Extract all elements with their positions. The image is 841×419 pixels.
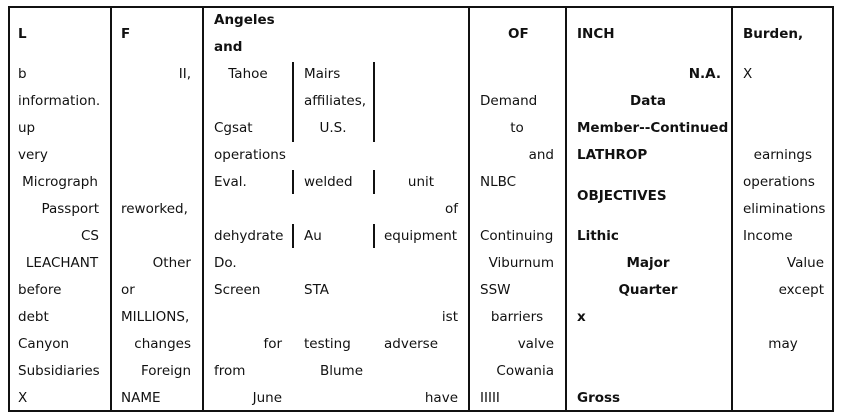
table-cell: Cgsat xyxy=(214,120,253,136)
table-cell: Quarter xyxy=(618,282,678,298)
table-cell: Subsidiaries xyxy=(18,363,100,379)
table-cell: CS xyxy=(81,228,99,244)
table-cell: equipment xyxy=(384,228,458,244)
table-cell: Viburnum xyxy=(488,255,554,271)
header-cell: Angeles xyxy=(214,12,275,28)
table-cell: testing xyxy=(304,336,351,352)
column-divider xyxy=(731,6,733,412)
table-cell: Demand xyxy=(480,93,538,109)
inner-divider xyxy=(292,62,294,142)
table-cell: II, xyxy=(178,66,191,82)
table-cell: operations xyxy=(743,174,815,190)
table-cell: NAME xyxy=(121,390,161,406)
table-cell: very xyxy=(18,147,48,163)
header-cell: L xyxy=(18,26,27,42)
column-divider xyxy=(202,6,204,412)
column-divider xyxy=(110,6,112,412)
table-cell: Income xyxy=(743,228,793,244)
table-cell: Foreign xyxy=(141,363,191,379)
table-cell: X xyxy=(18,390,28,406)
table-cell: LEACHANT xyxy=(25,255,99,271)
header-cell: OF xyxy=(508,26,529,42)
inner-divider xyxy=(373,224,375,248)
table-cell: eliminations xyxy=(743,201,826,217)
table-cell: operations xyxy=(214,147,286,163)
table-cell: to xyxy=(510,120,524,136)
table-cell: except xyxy=(778,282,824,298)
table-cell: Cowania xyxy=(496,363,554,379)
table-cell: earnings xyxy=(753,147,812,163)
table-cell: SSW xyxy=(480,282,511,298)
table-cell: up xyxy=(18,120,36,136)
inner-divider xyxy=(292,224,294,248)
table-cell: Blume xyxy=(319,363,363,379)
table-cell: have xyxy=(424,390,458,406)
table-cell: unit xyxy=(407,174,435,190)
table-cell: Tahoe xyxy=(228,66,268,82)
table-cell: X xyxy=(743,66,753,82)
table-cell: from xyxy=(214,363,246,379)
table-cell: STA xyxy=(304,282,330,298)
table-cell: N.A. xyxy=(688,66,721,82)
header-cell: Burden, xyxy=(743,26,804,42)
table-cell: U.S. xyxy=(319,120,347,136)
table-cell: Mairs xyxy=(304,66,341,82)
header-cell: INCH xyxy=(577,26,615,42)
table-cell: reworked, xyxy=(121,201,188,217)
table-border xyxy=(8,6,834,412)
inner-divider xyxy=(373,170,375,194)
table-cell: b xyxy=(18,66,27,82)
table-cell: before xyxy=(18,282,62,298)
table-cell: changes xyxy=(134,336,191,352)
table-cell: information. xyxy=(18,93,101,109)
table-cell: of xyxy=(444,201,458,217)
header-cell: F xyxy=(121,26,131,42)
table-cell: x xyxy=(577,309,586,325)
table-cell: June xyxy=(252,390,282,406)
table-cell: Passport xyxy=(41,201,99,217)
table-cell: for xyxy=(263,336,282,352)
inner-divider xyxy=(292,170,294,194)
table-cell: Eval. xyxy=(214,174,247,190)
table-cell: Do. xyxy=(214,255,237,271)
table-cell: Canyon xyxy=(18,336,70,352)
table-cell: welded xyxy=(304,174,353,190)
table-cell: dehydrate xyxy=(214,228,284,244)
table-cell: valve xyxy=(517,336,554,352)
table-cell: Continuing xyxy=(480,228,554,244)
table-cell: LATHROP xyxy=(577,147,648,163)
table-cell: affiliates, xyxy=(304,93,367,109)
table-cell: Au xyxy=(304,228,322,244)
table-cell: Screen xyxy=(214,282,261,298)
column-divider xyxy=(468,6,470,412)
table-cell: NLBC xyxy=(480,174,517,190)
table-cell: may xyxy=(768,336,798,352)
inner-divider xyxy=(373,62,375,142)
table-cell: Major xyxy=(626,255,670,271)
table-cell: barriers xyxy=(490,309,544,325)
table-cell: IIIII xyxy=(480,390,500,406)
header-cell: and xyxy=(214,39,243,55)
table-cell: Other xyxy=(152,255,191,271)
table-cell: debt xyxy=(18,309,49,325)
table-cell: ist xyxy=(441,309,458,325)
table-cell: MILLIONS, xyxy=(121,309,190,325)
table-cell: Member--Continued xyxy=(577,120,729,136)
table-cell: or xyxy=(121,282,135,298)
table-cell: Gross xyxy=(577,390,621,406)
table-cell: Lithic xyxy=(577,228,619,244)
table-cell: Data xyxy=(630,93,666,109)
column-divider xyxy=(565,6,567,412)
table-cell: Value xyxy=(786,255,824,271)
table-cell: Micrograph xyxy=(22,174,98,190)
table-cell: adverse xyxy=(384,336,439,352)
table-cell: and xyxy=(528,147,554,163)
table-cell: OBJECTIVES xyxy=(577,188,667,204)
